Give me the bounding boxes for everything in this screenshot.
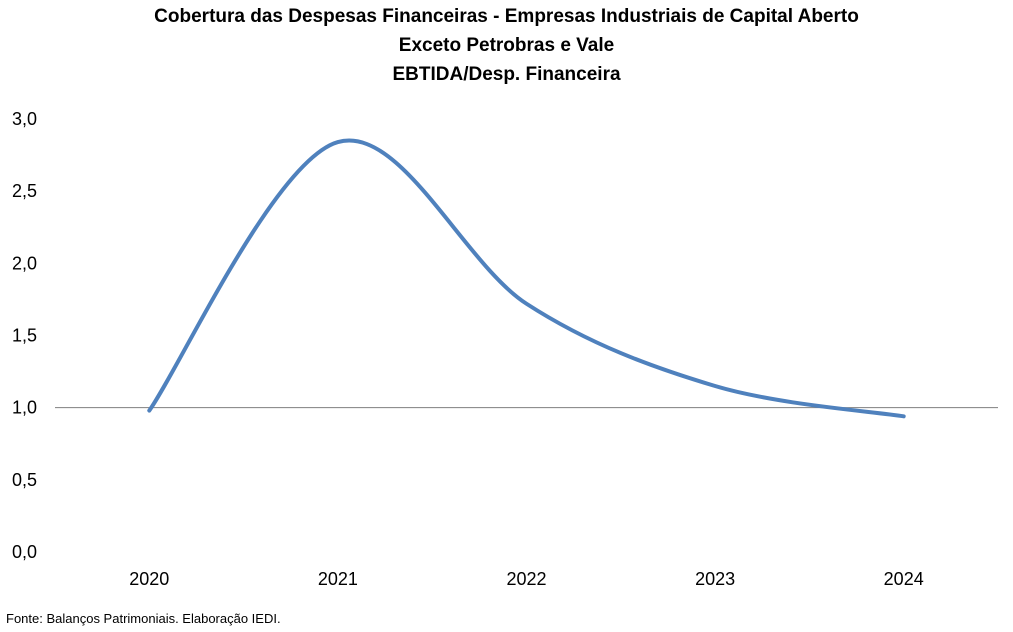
- y-tick-label: 1,5: [12, 326, 37, 346]
- series-line: [147, 138, 906, 419]
- y-tick-label: 0,5: [12, 470, 37, 490]
- chart-title: Cobertura das Despesas Financeiras - Emp…: [154, 6, 859, 27]
- y-tick-label: 0,0: [12, 542, 37, 562]
- y-tick-label: 2,0: [12, 253, 37, 273]
- x-tick-label: 2022: [506, 569, 546, 589]
- chart-metric-label: EBTIDA/Desp. Financeira: [392, 64, 621, 85]
- chart-subtitle: Exceto Petrobras e Vale: [398, 35, 615, 56]
- x-axis-ticks: 2020 2021 2022 2023 2024: [129, 569, 923, 589]
- x-tick-label: 2024: [884, 569, 924, 589]
- source-note: Fonte: Balanços Patrimoniais. Elaboração…: [6, 611, 281, 626]
- y-tick-label: 3,0: [12, 109, 37, 129]
- y-axis-ticks: 3,0 2,5 2,0 1,5 1,0 0,5 0,0: [12, 109, 37, 562]
- x-tick-label: 2020: [129, 569, 169, 589]
- x-tick-label: 2023: [695, 569, 735, 589]
- x-tick-label: 2021: [318, 569, 358, 589]
- series-points: [149, 141, 904, 417]
- y-tick-label: 2,5: [12, 181, 37, 201]
- y-tick-label: 1,0: [12, 398, 37, 418]
